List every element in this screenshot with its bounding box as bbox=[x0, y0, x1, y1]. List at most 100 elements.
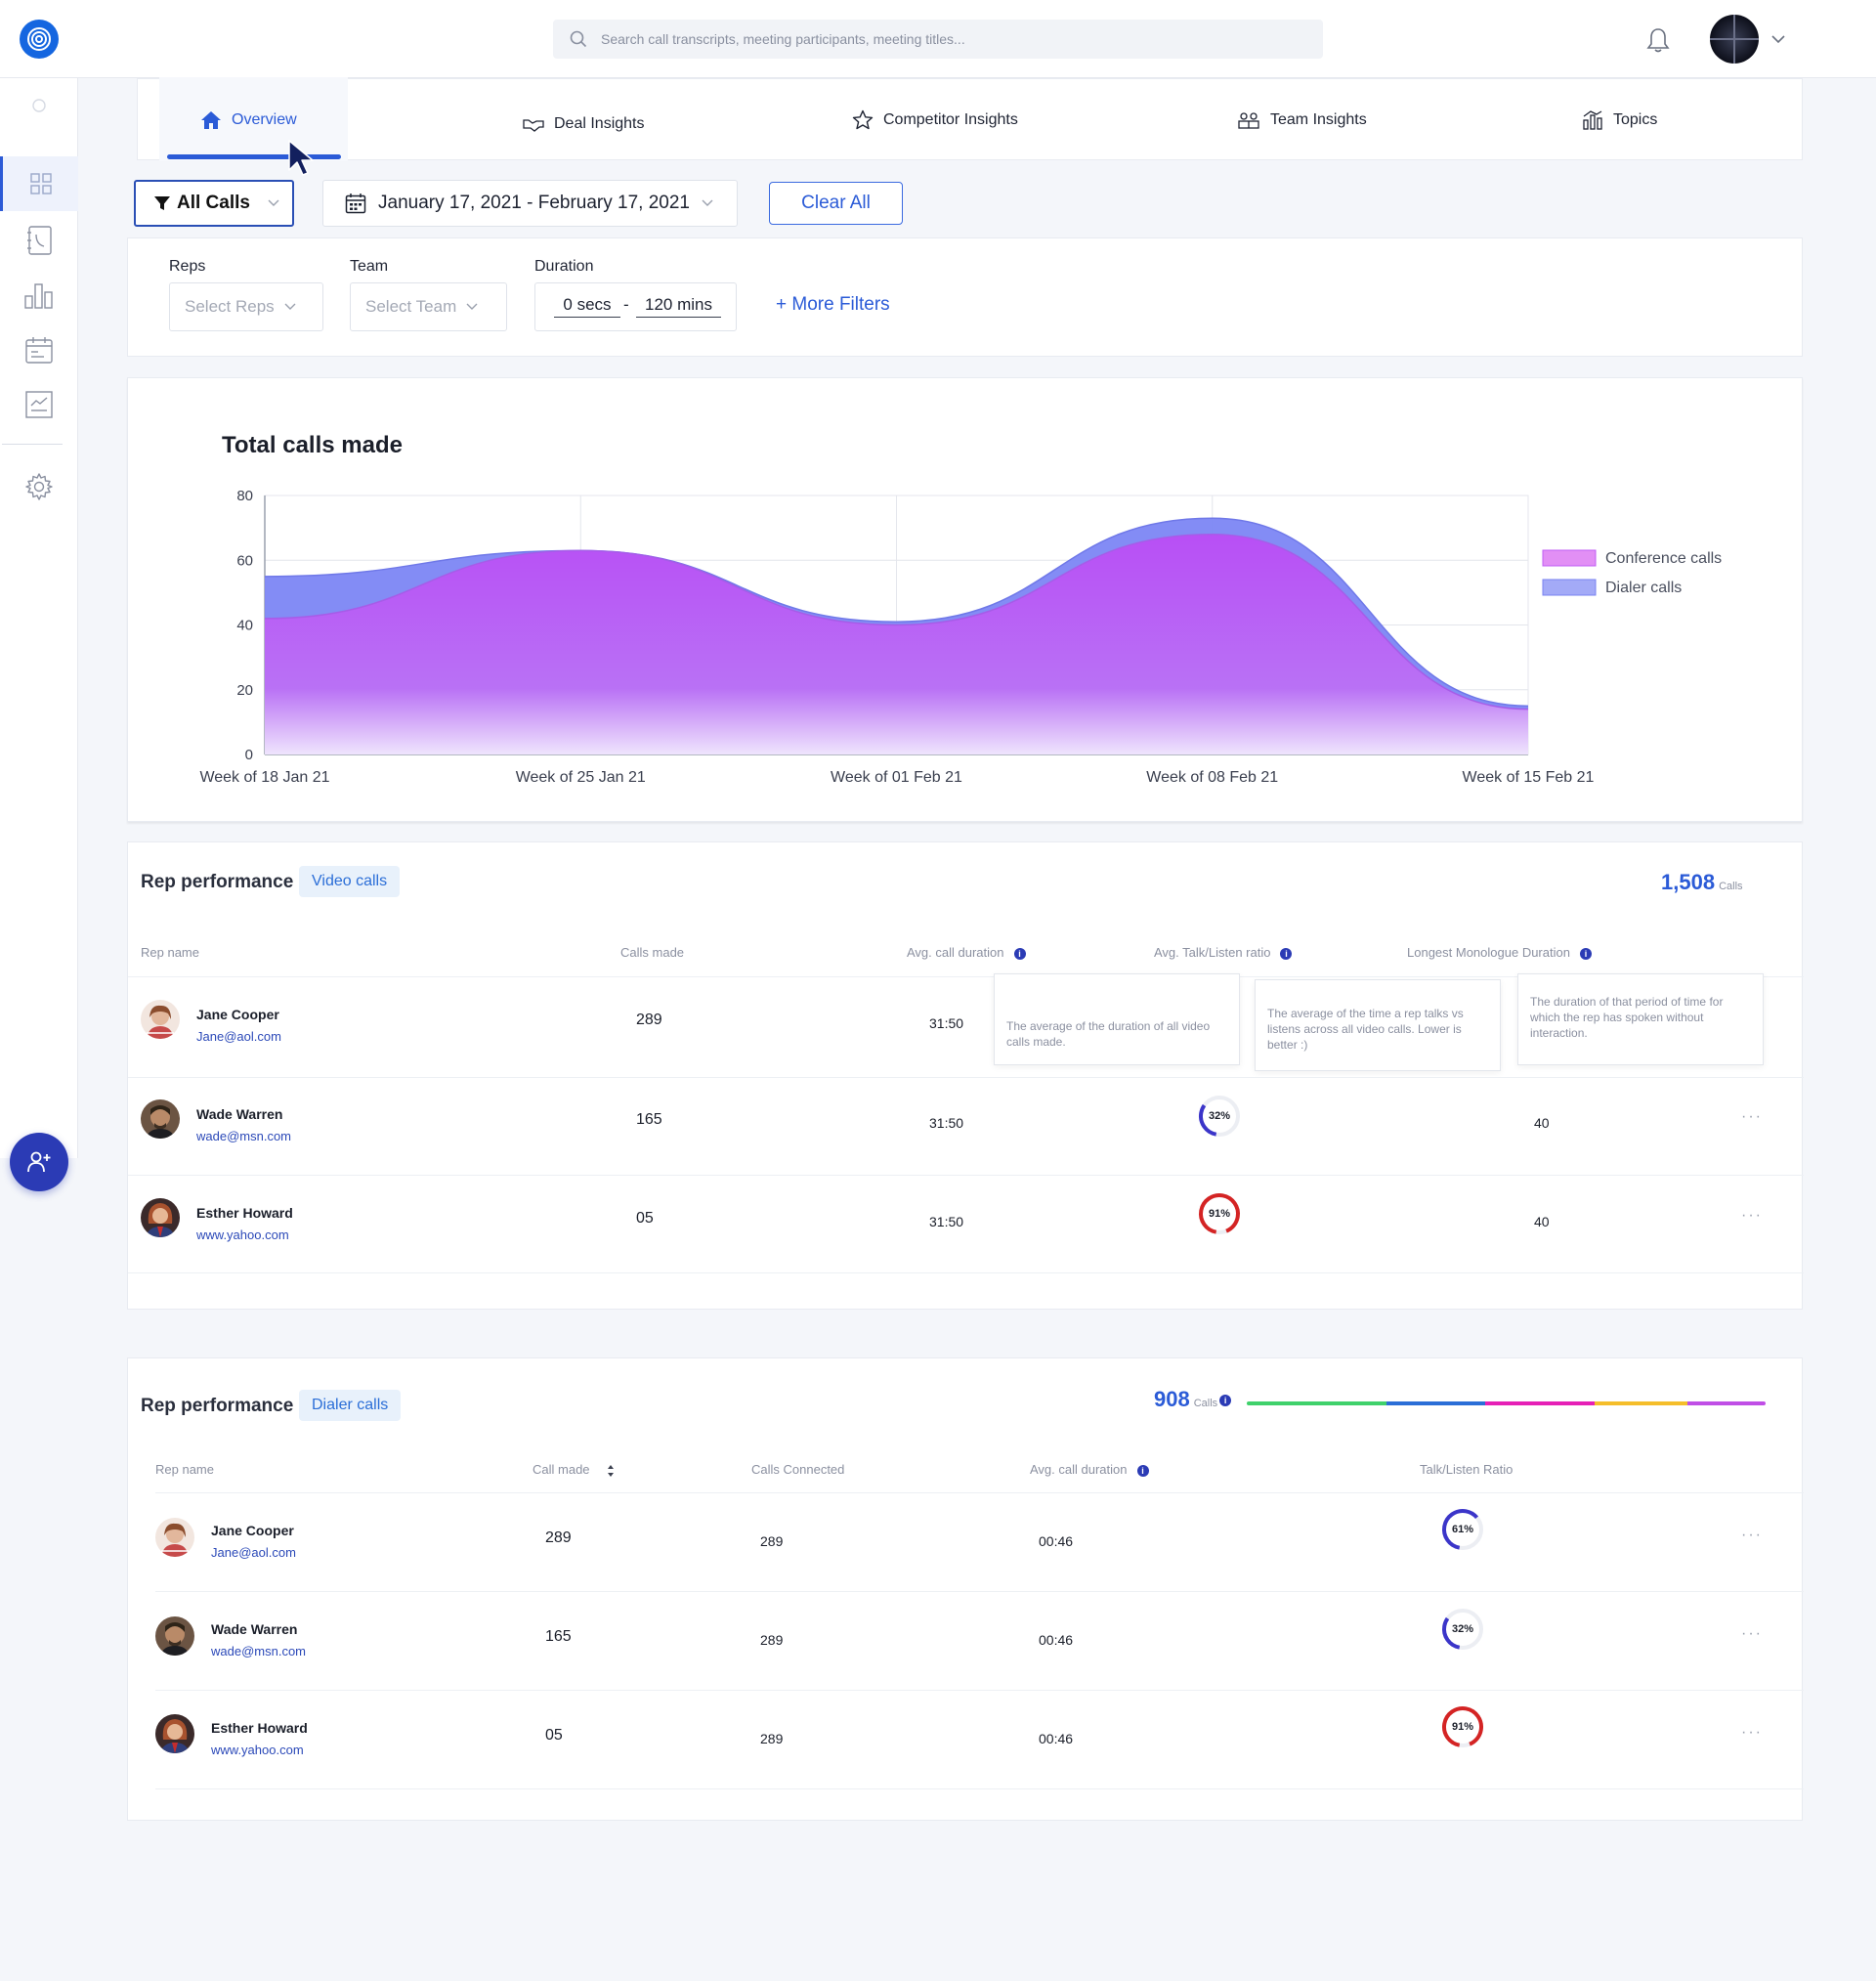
total-calls-chart-card: Total calls made 0 20 40 60 80 Week of 18 Jan… bbox=[127, 377, 1803, 822]
info-icon[interactable]: i bbox=[1280, 947, 1293, 960]
video-calls-badge[interactable]: Video calls bbox=[299, 866, 401, 897]
col-talk-listen-ratio: Talk/Listen Ratio bbox=[1420, 1462, 1514, 1477]
info-icon[interactable]: i bbox=[1013, 947, 1026, 960]
rep-name: Esther Howard bbox=[196, 1205, 293, 1221]
calls-made-value: 165 bbox=[545, 1628, 572, 1645]
col-calls-connected: Calls Connected bbox=[751, 1462, 845, 1477]
calls-connected-value: 289 bbox=[760, 1731, 784, 1746]
dialer-card-title: Rep performance bbox=[141, 1396, 294, 1416]
dialer-calls-distribution-bar bbox=[1247, 1401, 1766, 1405]
calendar-icon bbox=[25, 337, 53, 364]
reps-placeholder: Select Reps bbox=[185, 297, 275, 316]
monologue-value: 40 bbox=[1534, 1214, 1550, 1229]
more-options-icon[interactable]: ··· bbox=[1741, 1207, 1763, 1224]
date-range-picker[interactable]: January 17, 2021 - February 17, 2021 bbox=[322, 180, 738, 227]
col-talk-listen-ratio: Avg. Talk/Listen ratio i bbox=[1154, 945, 1293, 960]
sidebar-item-dashboard[interactable] bbox=[0, 156, 78, 211]
sidebar-item-search[interactable] bbox=[0, 78, 78, 133]
tab-competitor-insights[interactable]: Competitor Insights bbox=[852, 79, 1018, 161]
sidebar-item-settings[interactable] bbox=[0, 459, 78, 514]
app-logo[interactable] bbox=[20, 20, 59, 59]
sort-icon[interactable] bbox=[607, 1464, 615, 1478]
clear-all-button[interactable]: Clear All bbox=[769, 182, 903, 225]
col-calls-made: Calls made bbox=[620, 945, 685, 960]
more-filters-link[interactable]: + More Filters bbox=[776, 294, 890, 315]
team-icon bbox=[1238, 112, 1259, 129]
header-divider bbox=[155, 1492, 1804, 1493]
more-options-icon[interactable]: ··· bbox=[1741, 1527, 1763, 1543]
more-options-icon[interactable]: ··· bbox=[1741, 1625, 1763, 1642]
distribution-segment bbox=[1247, 1401, 1387, 1405]
bar-chart-icon bbox=[24, 283, 53, 309]
rep-email[interactable]: www.yahoo.com bbox=[196, 1227, 289, 1242]
avg-duration-tooltip: The average of the duration of all video… bbox=[994, 973, 1240, 1065]
reps-select[interactable]: Select Reps bbox=[169, 282, 323, 331]
search-icon bbox=[570, 30, 587, 48]
home-icon bbox=[201, 111, 221, 129]
rep-email[interactable]: Jane@aol.com bbox=[211, 1545, 296, 1560]
dialer-total-calls: 908 Calls i bbox=[1154, 1387, 1232, 1412]
duration-max-input[interactable]: 120 mins bbox=[636, 295, 721, 318]
avatar bbox=[141, 1198, 180, 1237]
info-icon[interactable]: i bbox=[1219, 1395, 1232, 1407]
col-rep-name: Rep name bbox=[141, 945, 199, 960]
video-total-calls: 1,508 Calls bbox=[1661, 870, 1743, 895]
duration-min-input[interactable]: 0 secs bbox=[554, 295, 620, 318]
team-select[interactable]: Select Team bbox=[350, 282, 507, 331]
dialer-calls-badge[interactable]: Dialer calls bbox=[299, 1390, 402, 1421]
rep-name: Jane Cooper bbox=[211, 1523, 294, 1538]
rep-email[interactable]: www.yahoo.com bbox=[211, 1743, 304, 1757]
tab-topics[interactable]: Topics bbox=[1582, 79, 1657, 161]
user-avatar[interactable] bbox=[1710, 15, 1759, 64]
y-tick-label: 60 bbox=[236, 552, 253, 569]
all-calls-label: All Calls bbox=[177, 193, 250, 213]
calls-connected-value: 289 bbox=[760, 1533, 784, 1549]
filters-panel: Reps Select Reps Team Select Team Durati… bbox=[127, 237, 1803, 357]
calls-made-value: 165 bbox=[636, 1111, 662, 1128]
rep-performance-dialer-card: Rep performance Dialer calls 908 Calls i R… bbox=[127, 1357, 1804, 1821]
col-avg-duration: Avg. call duration i bbox=[907, 945, 1026, 960]
info-icon[interactable]: i bbox=[1136, 1464, 1149, 1477]
calls-made-value: 05 bbox=[636, 1210, 654, 1227]
distribution-segment bbox=[1485, 1401, 1595, 1405]
rep-name: Esther Howard bbox=[211, 1720, 308, 1736]
more-options-icon[interactable]: ··· bbox=[1741, 1108, 1763, 1125]
col-avg-duration-label: Avg. call duration bbox=[1030, 1462, 1128, 1477]
rep-email[interactable]: Jane@aol.com bbox=[196, 1029, 281, 1044]
legend-label: Conference calls bbox=[1605, 550, 1722, 567]
tab-overview[interactable]: Overview bbox=[200, 79, 297, 161]
rep-email[interactable]: wade@msn.com bbox=[211, 1644, 307, 1658]
col-call-made-label: Call made bbox=[533, 1462, 590, 1477]
more-options-icon[interactable]: ··· bbox=[1741, 1724, 1763, 1741]
info-icon[interactable]: i bbox=[1579, 947, 1592, 960]
chevron-down-icon[interactable] bbox=[1770, 31, 1786, 49]
search-bar[interactable] bbox=[553, 20, 1323, 59]
add-user-button[interactable] bbox=[10, 1133, 68, 1191]
calls-connected-value: 289 bbox=[760, 1632, 784, 1648]
y-tick-label: 40 bbox=[236, 618, 253, 634]
sidebar-item-contacts[interactable] bbox=[0, 213, 78, 268]
notification-bell-icon[interactable] bbox=[1643, 25, 1673, 60]
chevron-down-icon bbox=[466, 303, 478, 310]
video-total-value: 1,508 bbox=[1661, 870, 1716, 894]
sidebar-item-calendar[interactable] bbox=[0, 323, 78, 377]
row-divider bbox=[155, 1788, 1804, 1789]
talk-listen-ring: 91% bbox=[1440, 1704, 1485, 1749]
tab-deal-insights[interactable]: Deal Insights bbox=[523, 83, 645, 165]
col-call-made[interactable]: Call made bbox=[533, 1462, 615, 1478]
rep-email[interactable]: wade@msn.com bbox=[196, 1129, 292, 1143]
rep-name: Jane Cooper bbox=[196, 1007, 279, 1022]
all-calls-dropdown[interactable]: All Calls bbox=[134, 180, 294, 227]
avatar bbox=[141, 1099, 180, 1139]
tab-team-insights[interactable]: Team Insights bbox=[1237, 79, 1367, 161]
sidebar-divider bbox=[2, 444, 63, 445]
series-line-conference-calls bbox=[264, 533, 1529, 711]
search-input[interactable] bbox=[601, 31, 1285, 47]
avg-duration-value: 00:46 bbox=[1039, 1731, 1074, 1746]
sidebar-item-analytics[interactable] bbox=[0, 268, 78, 323]
legend-swatch bbox=[1542, 549, 1597, 567]
talk-listen-value: 32% bbox=[1451, 1623, 1474, 1635]
row-divider bbox=[155, 1591, 1804, 1592]
sidebar-item-reports[interactable] bbox=[0, 377, 78, 432]
distribution-segment bbox=[1594, 1401, 1688, 1405]
